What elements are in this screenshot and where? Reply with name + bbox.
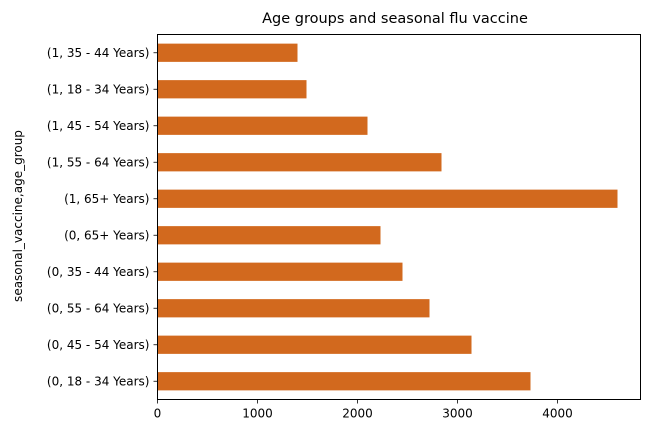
y-ticks-group: (0, 18 - 34 Years) (0, 45 - 54 Years) (0, … [47,46,158,388]
y-tick-label: (1, 35 - 44 Years) [47,46,150,60]
y-tick-label: (1, 45 - 54 Years) [47,119,150,133]
y-axis-label: seasonal_vaccine,age_group [11,130,25,302]
x-tick-label: 0 [154,407,162,421]
bar [157,335,472,354]
y-tick-label: (0, 35 - 44 Years) [47,265,150,279]
y-tick-label: (0, 45 - 54 Years) [47,338,150,352]
bar [157,153,442,172]
plot-area-frame [157,34,641,400]
x-tick-label: 4000 [542,407,573,421]
bar [157,189,618,208]
bar [157,262,403,281]
x-tick-label: 2000 [342,407,373,421]
bar [157,43,298,62]
bar [157,116,368,135]
y-tick-label: (0, 18 - 34 Years) [47,374,150,388]
x-ticks-group: 0 1000 2000 3000 4000 [154,399,573,421]
bar [157,226,381,245]
chart-title: Age groups and seasonal flu vaccine [262,11,528,27]
bar [157,80,307,99]
y-tick-label: (0, 65+ Years) [64,228,149,242]
y-tick-label: (1, 65+ Years) [64,192,149,206]
bar [157,299,430,318]
y-tick-label: (1, 55 - 64 Years) [47,155,150,169]
y-tick-label: (0, 55 - 64 Years) [47,301,150,315]
y-tick-label: (1, 18 - 34 Years) [47,82,150,96]
bars-group [157,43,618,391]
x-tick-label: 3000 [442,407,473,421]
x-tick-label: 1000 [242,407,273,421]
bar [157,372,531,391]
